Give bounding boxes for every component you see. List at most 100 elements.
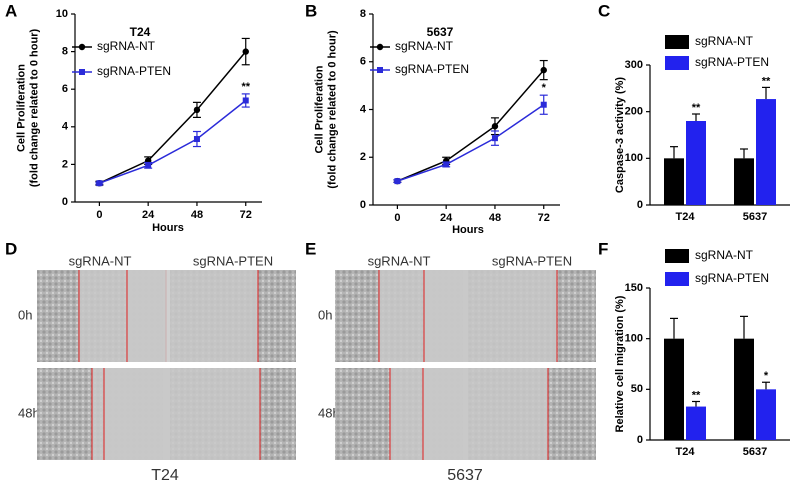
significance: **: [241, 81, 250, 93]
y-tick-label: 6: [62, 83, 68, 95]
caption: T24: [151, 467, 179, 484]
point: [491, 135, 498, 142]
point: [193, 136, 200, 143]
x-tick-label: T24: [676, 211, 696, 223]
x-tick-label: 24: [440, 212, 453, 224]
bar: [734, 338, 754, 440]
panel-letter: E: [305, 239, 316, 258]
y-axis-label: (fold change related to 0 hour): [326, 30, 338, 189]
y-tick-label: 0: [62, 196, 68, 208]
x-tick-label: 48: [191, 209, 203, 221]
row-label: 48h: [18, 405, 40, 420]
row-label: 0h: [318, 307, 332, 322]
y-tick-label: 50: [631, 383, 643, 395]
y-axis-label: Cell Proliferation: [313, 65, 325, 153]
column-label: sgRNA-NT: [368, 253, 431, 268]
legend-label: sgRNA-NT: [395, 39, 454, 53]
y-tick-label: 2: [360, 151, 366, 163]
significance: **: [762, 75, 771, 87]
row-label: 0h: [18, 307, 32, 322]
x-tick-label: 72: [240, 209, 252, 221]
x-tick-label: 48: [489, 212, 501, 224]
panel-letter: F: [598, 239, 608, 258]
x-axis-label: Hours: [152, 222, 184, 234]
significance: *: [542, 82, 547, 94]
bar: [664, 158, 684, 205]
y-tick-label: 2: [62, 158, 68, 170]
x-tick-label: 5637: [743, 446, 767, 458]
y-axis-label: Cell Proliferation: [15, 64, 27, 152]
legend-label: sgRNA-PTEN: [695, 271, 769, 285]
bar: [756, 389, 776, 440]
column-label: sgRNA-NT: [69, 253, 132, 268]
y-tick-label: 100: [625, 152, 643, 164]
legend-label: sgRNA-PTEN: [695, 55, 769, 69]
legend-marker: [376, 43, 384, 51]
row-label: 48h: [318, 405, 340, 420]
bar: [664, 338, 684, 440]
series-line: [99, 51, 247, 184]
y-tick-label: 8: [360, 8, 366, 20]
caption: 5637: [447, 467, 483, 484]
point: [145, 162, 152, 169]
point: [540, 66, 547, 74]
series-line: [397, 69, 545, 182]
y-axis-label: Relative cell migration (%): [614, 295, 626, 432]
y-tick-label: 200: [625, 106, 643, 118]
x-tick-label: 72: [538, 212, 550, 224]
column-label: sgRNA-PTEN: [193, 253, 273, 268]
panel-letter: D: [5, 239, 17, 258]
x-tick-label: 0: [394, 212, 400, 224]
legend-swatch: [665, 35, 689, 49]
significance: **: [692, 102, 701, 114]
point: [193, 106, 201, 114]
y-tick-label: 8: [62, 46, 68, 58]
significance: **: [692, 389, 701, 401]
panel-letter: B: [305, 1, 317, 20]
point: [242, 97, 249, 104]
chart-title: T24: [130, 25, 151, 39]
legend-label: sgRNA-NT: [695, 248, 754, 262]
legend-swatch: [665, 272, 689, 286]
y-axis-label: (fold change related to 0 hour): [28, 29, 40, 188]
bar: [756, 99, 776, 205]
point: [491, 123, 499, 130]
x-tick-label: T24: [676, 446, 696, 458]
legend-label: sgRNA-NT: [695, 34, 754, 48]
point: [96, 180, 103, 187]
legend-label: sgRNA-NT: [97, 39, 156, 53]
wound-gap: [127, 270, 258, 362]
legend-marker: [78, 43, 86, 51]
y-tick-label: 150: [625, 282, 643, 294]
point: [540, 101, 547, 108]
x-tick-label: 5637: [743, 211, 767, 223]
legend-swatch: [665, 56, 689, 70]
point: [242, 48, 249, 55]
legend-marker: [377, 67, 383, 73]
y-tick-label: 4: [62, 121, 69, 133]
point: [394, 178, 401, 185]
x-axis-label: Hours: [452, 224, 484, 236]
wound-gap: [424, 270, 557, 362]
y-axis-label: Caspase-3 activity (%): [614, 77, 626, 193]
y-tick-label: 4: [360, 103, 367, 115]
y-tick-label: 0: [637, 199, 643, 211]
bar: [686, 406, 706, 440]
significance: *: [764, 370, 769, 382]
y-tick-label: 6: [360, 56, 366, 68]
legend-label: sgRNA-PTEN: [97, 64, 171, 78]
bar: [686, 121, 706, 205]
series-line: [397, 104, 545, 182]
column-label: sgRNA-PTEN: [492, 253, 572, 268]
wound-gap: [104, 368, 260, 460]
legend-swatch: [665, 249, 689, 263]
y-tick-label: 0: [637, 434, 643, 446]
x-tick-label: 24: [142, 209, 155, 221]
legend-marker: [79, 69, 85, 75]
panel-letter: A: [5, 1, 17, 20]
y-tick-label: 0: [360, 199, 366, 211]
series-line: [99, 99, 247, 184]
panel-letter: C: [598, 1, 610, 20]
x-tick-label: 0: [96, 209, 102, 221]
